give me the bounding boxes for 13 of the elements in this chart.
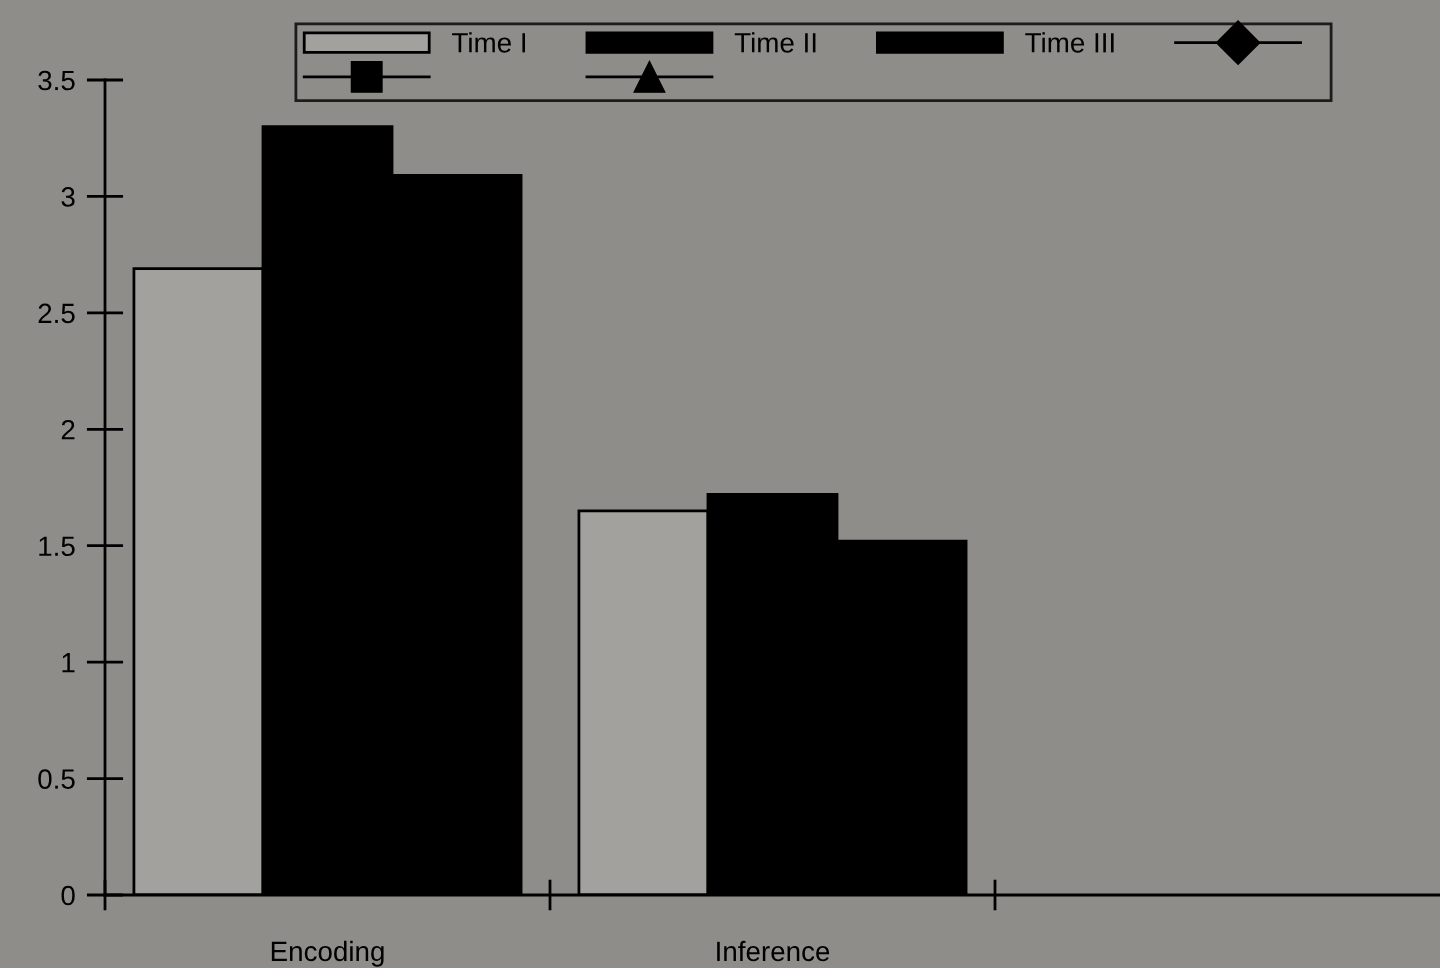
- legend-label: Time II: [734, 32, 816, 53]
- y-tick-label: 3.5: [38, 70, 75, 91]
- y-tick-label: 2: [61, 419, 75, 440]
- x-tick-label: Inference: [717, 940, 830, 962]
- legend-label: Time III: [1025, 32, 1114, 53]
- y-tick-label: 1: [62, 653, 75, 673]
- y-tick-label: 0.5: [38, 769, 75, 789]
- legend-label: Time I: [452, 32, 525, 53]
- y-tick-label: 1.5: [39, 536, 75, 557]
- y-tick-label: 0: [61, 885, 75, 906]
- y-tick-label: 2.5: [38, 303, 75, 324]
- y-tick-label: 3: [61, 187, 75, 207]
- x-tick-label: Encoding: [271, 940, 384, 967]
